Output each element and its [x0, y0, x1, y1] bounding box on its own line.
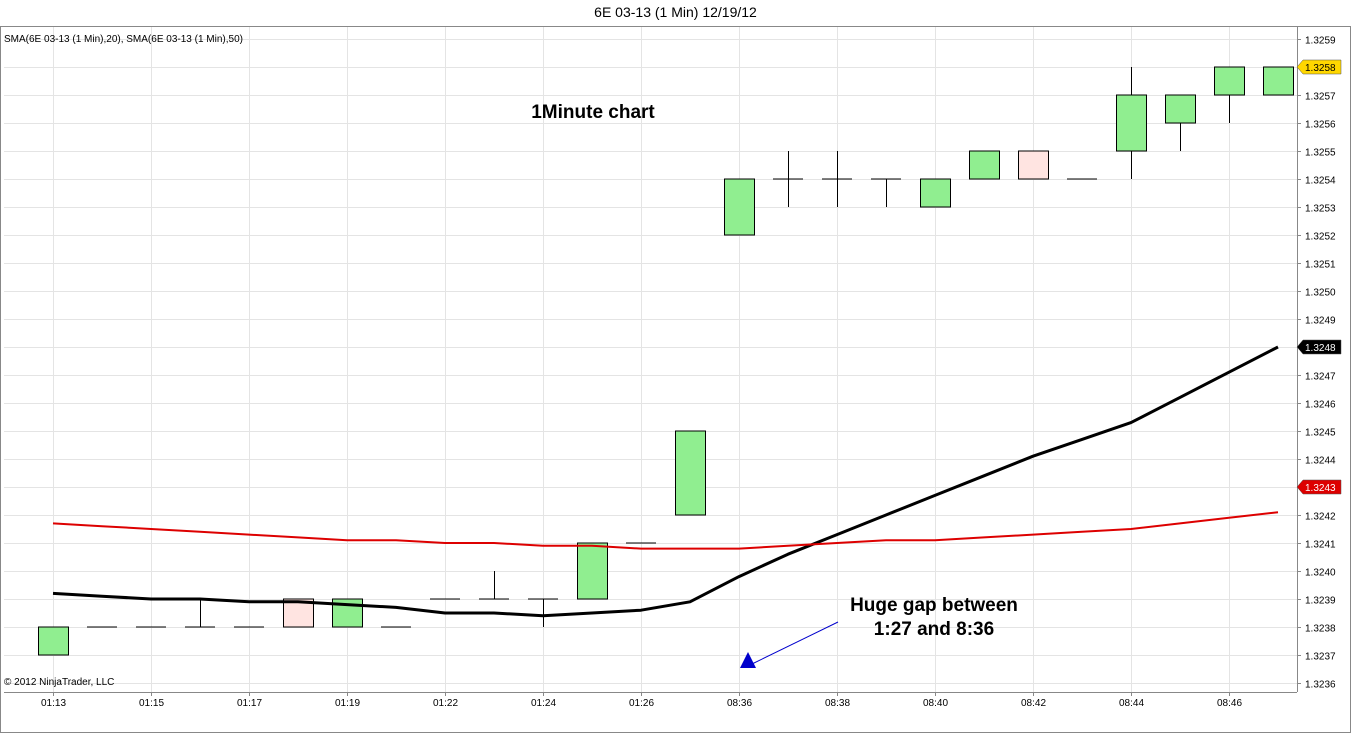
x-tick-label: 01:26: [629, 698, 654, 709]
candle-body: [1018, 150, 1049, 180]
chart-label-annotation: 1Minute chart: [531, 102, 655, 123]
y-tick-label: 1.3257: [1305, 92, 1336, 103]
candle: [1018, 150, 1049, 180]
x-tick-label: 01:22: [433, 698, 458, 709]
y-tick-label: 1.3242: [1305, 512, 1336, 523]
candle: [724, 178, 755, 236]
candle: [185, 599, 215, 628]
candle: [528, 598, 558, 627]
sma50-price-tag: 1.3243: [1296, 479, 1342, 495]
price-tag-label: 1.3248: [1305, 343, 1336, 354]
y-axis: 1.3236 1.3237 1.3238 1.3239 1.3240 1.3241 1.32…: [1297, 27, 1336, 692]
y-tick-label: 1.3246: [1305, 400, 1336, 411]
x-tick-label: 08:42: [1021, 698, 1046, 709]
sma20-line: [52, 345, 1279, 618]
copyright: © 2012 NinjaTrader, LLC: [4, 677, 114, 688]
sma50-line: [52, 511, 1279, 550]
gap-arrow-head-icon: [740, 652, 756, 668]
y-tick-label: 1.3253: [1305, 204, 1336, 215]
candle: [1263, 66, 1294, 96]
y-tick-label: 1.3251: [1305, 260, 1336, 271]
candle-body: [724, 178, 755, 236]
y-tick-label: 1.3254: [1305, 176, 1336, 187]
candle: [1214, 66, 1245, 123]
candle: [479, 571, 509, 600]
gap-arrow-line: [751, 621, 839, 665]
candles: [38, 66, 1294, 656]
candle-body: [577, 542, 608, 600]
candle: [1165, 94, 1196, 151]
candle: [773, 151, 803, 207]
grid: [4, 27, 1297, 692]
y-tick-label: 1.3259: [1305, 36, 1336, 47]
x-tick-label: 01:24: [531, 698, 556, 709]
x-tick-label: 08:46: [1217, 698, 1242, 709]
y-tick-label: 1.3236: [1305, 680, 1336, 691]
candle-body: [1165, 94, 1196, 124]
sma-lines: [52, 345, 1279, 618]
indicator-legend: SMA(6E 03-13 (1 Min),20), SMA(6E 03-13 (…: [4, 34, 243, 45]
x-axis: 01:13 01:15 01:17 01:19 01:22 01:24 01:26 08:36…: [4, 692, 1297, 709]
candle: [38, 626, 69, 656]
candle: [675, 430, 706, 516]
candle-body: [1116, 94, 1147, 152]
y-tick-label: 1.3239: [1305, 596, 1336, 607]
y-tick-label: 1.3247: [1305, 372, 1336, 383]
chart-title: 6E 03-13 (1 Min) 12/19/12: [594, 4, 757, 20]
candle: [920, 178, 951, 208]
price-tag-label: 1.3243: [1305, 483, 1336, 494]
x-tick-label: 01:19: [335, 698, 360, 709]
candle-body: [675, 430, 706, 516]
y-tick-label: 1.3237: [1305, 652, 1336, 663]
candle: [1116, 67, 1147, 179]
gap-annotation-line1: Huge gap between: [850, 595, 1018, 616]
candle-body: [1214, 66, 1245, 96]
candle-body: [38, 626, 69, 656]
x-tick-label: 08:36: [727, 698, 752, 709]
candle: [969, 150, 1000, 180]
sma20-price-tag: 1.3248: [1296, 339, 1342, 355]
last-price-tag: 1.3258: [1296, 59, 1342, 75]
candle-body: [969, 150, 1000, 180]
candle-body: [1263, 66, 1294, 96]
candle-body: [920, 178, 951, 208]
x-tick-label: 08:38: [825, 698, 850, 709]
y-tick-label: 1.3250: [1305, 288, 1336, 299]
y-tick-label: 1.3245: [1305, 428, 1336, 439]
candle: [871, 178, 901, 207]
y-tick-label: 1.3244: [1305, 456, 1336, 467]
price-tag-shape: [1296, 339, 1342, 355]
y-tick-label: 1.3255: [1305, 148, 1336, 159]
price-tags: 1.3258 1.3248 1.3243: [1296, 59, 1342, 495]
x-tick-label: 01:15: [139, 698, 164, 709]
x-tick-label: 01:13: [41, 698, 66, 709]
y-tick-label: 1.3256: [1305, 120, 1336, 131]
x-tick-label: 08:44: [1119, 698, 1144, 709]
x-tick-label: 08:40: [923, 698, 948, 709]
y-tick-label: 1.3252: [1305, 232, 1336, 243]
y-tick-label: 1.3238: [1305, 624, 1336, 635]
y-tick-label: 1.3249: [1305, 316, 1336, 327]
price-tag-label: 1.3258: [1305, 63, 1336, 74]
y-tick-label: 1.3241: [1305, 540, 1336, 551]
price-tag-shape: [1296, 479, 1342, 495]
y-tick-label: 1.3240: [1305, 568, 1336, 579]
candle: [822, 151, 852, 207]
price-tag-shape: [1296, 59, 1342, 75]
x-tick-label: 01:17: [237, 698, 262, 709]
gap-annotation-line2: 1:27 and 8:36: [874, 619, 994, 640]
candle: [577, 542, 608, 600]
